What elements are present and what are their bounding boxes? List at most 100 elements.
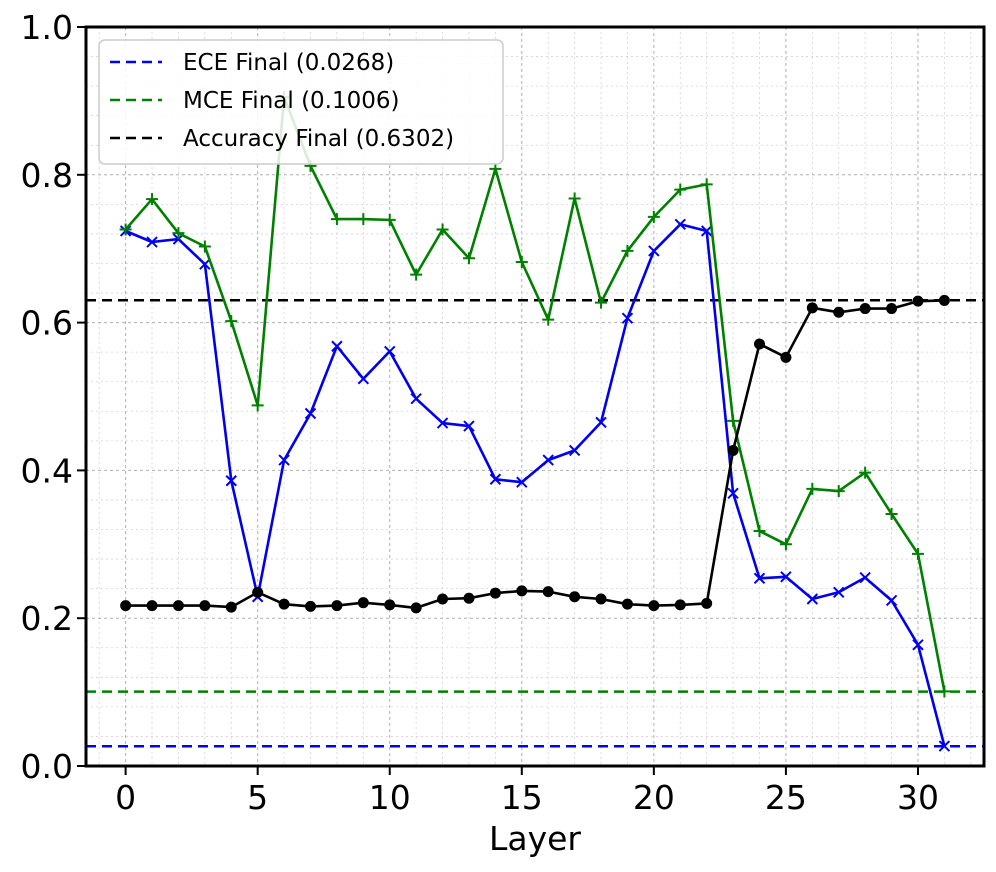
data-point — [225, 475, 237, 487]
data-point — [911, 547, 924, 560]
data-point — [489, 587, 501, 599]
plot-frame — [84, 25, 986, 768]
x-tick-label: 20 — [633, 778, 675, 817]
data-point — [383, 213, 396, 226]
data-point — [648, 245, 660, 257]
y-tick-label: 0.0 — [21, 747, 73, 786]
data-point — [780, 571, 792, 583]
data-point — [252, 586, 264, 598]
x-tick-label: 10 — [369, 778, 411, 817]
x-tick-label: 15 — [501, 778, 543, 817]
data-point — [859, 466, 872, 479]
data-point — [938, 685, 951, 698]
x-tick-label: 5 — [247, 778, 268, 817]
data-point — [357, 373, 370, 385]
data-point — [885, 594, 898, 607]
reference-lines — [86, 299, 984, 748]
series-layer — [119, 91, 951, 752]
y-tick-label: 0.2 — [21, 599, 73, 638]
data-point — [833, 306, 845, 318]
data-point — [146, 193, 159, 206]
data-point — [674, 183, 687, 196]
data-point — [199, 600, 211, 612]
data-point — [462, 252, 475, 265]
data-point — [779, 538, 792, 551]
data-point — [146, 236, 158, 248]
series-mce — [119, 91, 951, 698]
data-point — [410, 268, 423, 281]
data-point — [595, 593, 607, 605]
data-point — [621, 244, 634, 257]
y-tick-label: 1.0 — [21, 8, 73, 47]
data-point — [912, 295, 924, 307]
data-point — [172, 227, 185, 240]
data-point — [621, 312, 634, 324]
y-tick-label: 0.4 — [21, 451, 73, 490]
data-point — [119, 223, 132, 236]
data-point — [410, 602, 422, 614]
data-point — [806, 302, 818, 314]
grid — [86, 26, 984, 767]
data-point — [754, 338, 765, 350]
series-line — [124, 95, 946, 692]
data-point — [384, 599, 396, 611]
data-point — [410, 393, 422, 405]
data-point — [938, 294, 950, 306]
series-accuracy — [120, 294, 950, 614]
data-point — [384, 345, 396, 358]
data-point — [278, 598, 290, 610]
legend-box — [98, 39, 504, 165]
data-point — [569, 591, 581, 603]
x-tick-label: 30 — [897, 778, 939, 817]
data-point — [198, 240, 211, 253]
data-point — [568, 444, 581, 457]
data-point — [568, 192, 581, 205]
legend: ECE Final (0.0268) MCE Final (0.1006) Accu… — [98, 39, 504, 165]
data-point — [621, 598, 633, 610]
data-point — [727, 444, 739, 456]
x-tick-label: 25 — [765, 778, 807, 817]
x-axis-label: Layer — [489, 819, 581, 858]
data-point — [225, 315, 238, 328]
data-point — [437, 593, 449, 605]
data-point — [806, 593, 819, 605]
data-point — [331, 600, 343, 612]
legend-label: Accuracy Final (0.6302) — [183, 126, 454, 152]
data-point — [833, 586, 845, 599]
data-point — [806, 482, 819, 495]
data-point — [331, 340, 343, 352]
data-point — [780, 351, 792, 363]
data-point — [647, 210, 660, 223]
data-point — [357, 597, 369, 609]
legend-label: MCE Final (0.1006) — [183, 88, 400, 114]
data-point — [225, 601, 237, 613]
data-point — [885, 508, 898, 521]
data-point — [542, 586, 554, 598]
data-point — [463, 592, 475, 604]
data-point — [463, 420, 475, 432]
y-tick-label: 0.8 — [21, 156, 73, 195]
data-point — [595, 416, 607, 429]
y-tick-label: 0.6 — [21, 304, 73, 343]
data-point — [172, 600, 184, 612]
data-point — [251, 399, 264, 412]
data-point — [436, 417, 449, 429]
data-point — [700, 178, 713, 191]
data-point — [938, 740, 951, 752]
data-point — [515, 256, 528, 269]
data-point — [542, 454, 554, 466]
data-point — [674, 599, 686, 611]
data-point — [700, 225, 713, 237]
data-point — [330, 213, 343, 226]
data-point — [542, 313, 555, 326]
data-point — [832, 485, 845, 498]
data-point — [516, 585, 528, 597]
data-point — [595, 296, 608, 309]
data-point — [199, 258, 211, 270]
data-point — [120, 600, 132, 612]
axis-ticks: 0 5 10 15 20 25 30 0.0 0.2 0.4 0.6 0.8 1.0 — [21, 8, 939, 817]
data-point — [912, 639, 924, 651]
data-point — [304, 407, 317, 420]
data-point — [886, 303, 898, 315]
